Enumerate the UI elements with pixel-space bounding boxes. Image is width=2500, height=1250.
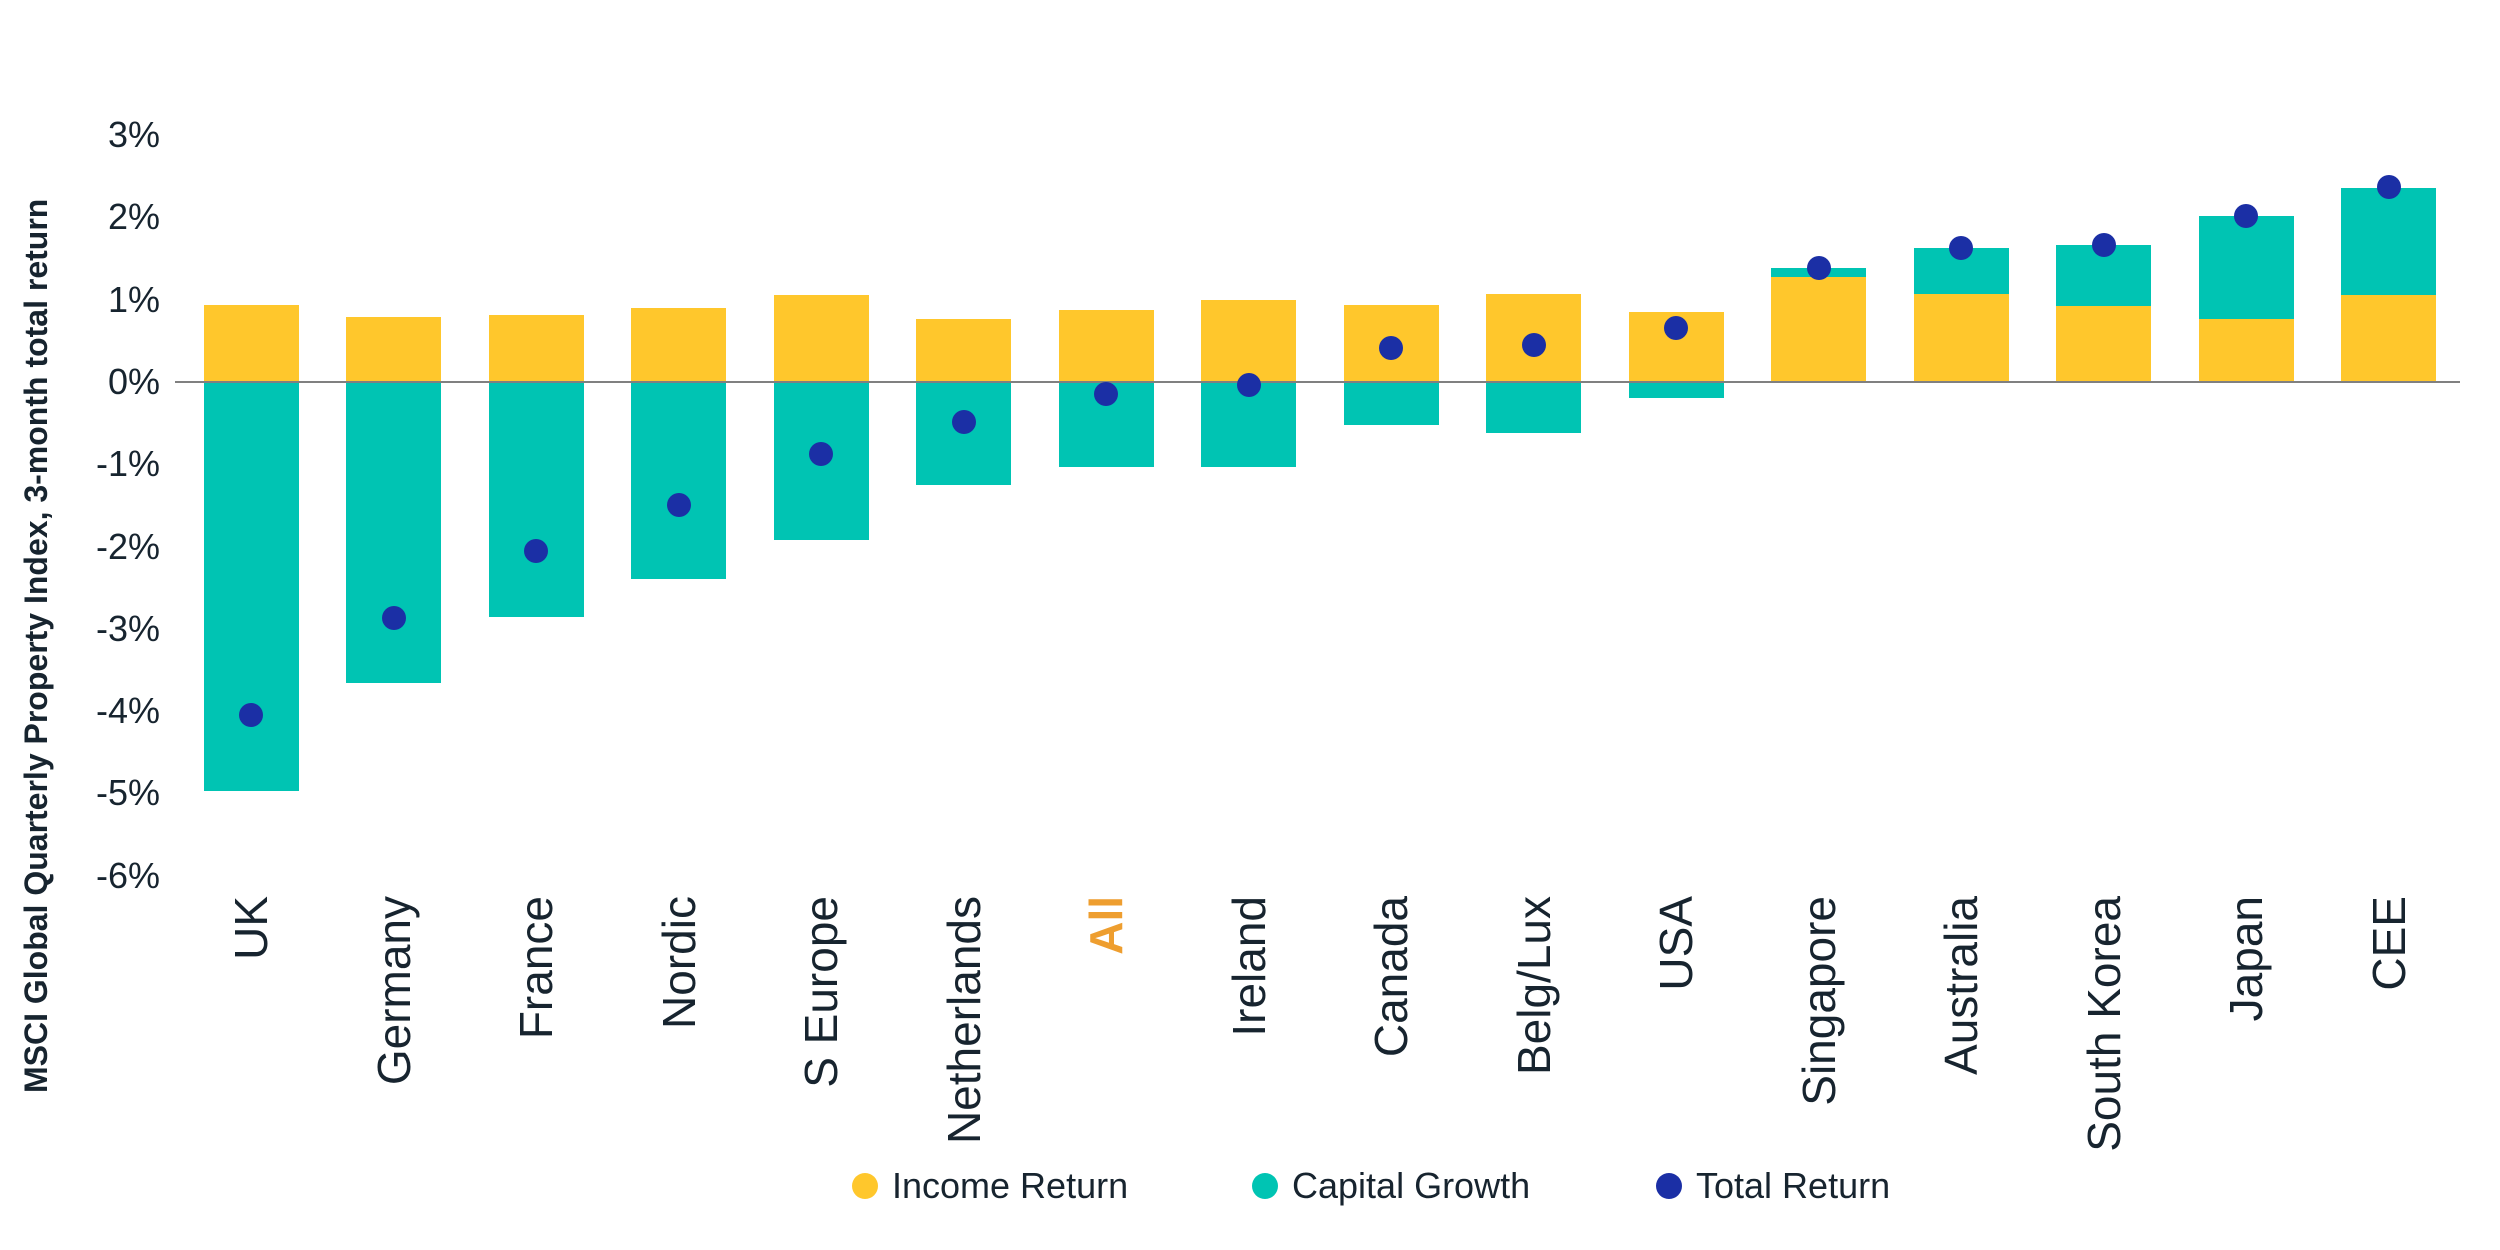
- y-tick-label: -1%: [95, 443, 160, 485]
- income-return-swatch-icon: [852, 1173, 878, 1199]
- bar-capital-growth: [203, 381, 299, 791]
- bar-capital-growth: [2198, 216, 2294, 319]
- total-return-dot: [1379, 336, 1404, 361]
- y-tick-label: 3%: [107, 114, 160, 155]
- total-return-dot: [1949, 235, 1974, 260]
- y-tick-label: 2%: [107, 196, 160, 238]
- bar-capital-growth: [488, 381, 584, 618]
- bar-capital-growth: [1343, 381, 1439, 425]
- legend-label: Total Return: [1696, 1165, 1891, 1206]
- total-return-dot: [524, 539, 549, 564]
- category-label-south-korea: South Korea: [2077, 896, 2130, 1152]
- total-return-dot: [666, 493, 691, 518]
- zero-axis-line: [175, 380, 2460, 383]
- bar-income-return: [2056, 306, 2152, 382]
- total-return-dot: [381, 606, 406, 631]
- total-return-dot: [1664, 315, 1689, 340]
- y-tick-label: -6%: [95, 854, 160, 896]
- total-return-dot: [1521, 332, 1546, 357]
- total-return-swatch-icon: [1656, 1173, 1682, 1199]
- y-tick-label: 1%: [107, 278, 160, 320]
- bar-capital-growth: [346, 381, 442, 684]
- bar-income-return: [2341, 294, 2437, 382]
- total-return-dot: [951, 410, 976, 435]
- category-label-s-europe: S Europe: [795, 896, 848, 1088]
- category-label-uk: UK: [225, 896, 278, 960]
- legend-item-capital-growth: Capital Growth: [1252, 1164, 1530, 1208]
- legend-item-total-return: Total Return: [1656, 1164, 1890, 1208]
- y-tick-label: -4%: [95, 690, 160, 732]
- bar-income-return: [773, 295, 869, 382]
- bar-income-return: [1201, 299, 1297, 382]
- y-tick-label: -5%: [95, 772, 160, 814]
- bar-income-return: [1771, 277, 1867, 382]
- category-label-singapore: Singapore: [1792, 896, 1845, 1106]
- category-label-australia: Australia: [1935, 896, 1988, 1075]
- bar-income-return: [631, 307, 727, 382]
- category-label-canada: Canada: [1365, 896, 1418, 1058]
- bar-income-return: [488, 315, 584, 382]
- bar-capital-growth: [1628, 381, 1724, 399]
- y-tick-label: -2%: [95, 525, 160, 567]
- category-label-nordic: Nordic: [652, 896, 705, 1029]
- y-tick-label: -3%: [95, 607, 160, 649]
- category-label-ireland: Ireland: [1222, 896, 1275, 1037]
- total-return-dot: [239, 703, 264, 728]
- bar-income-return: [1058, 310, 1154, 382]
- total-return-dot: [2376, 174, 2401, 199]
- category-label-belg-lux: Belg/Lux: [1507, 896, 1560, 1076]
- legend-label: Capital Growth: [1292, 1165, 1531, 1206]
- category-label-france: France: [510, 896, 563, 1040]
- bar-capital-growth: [1486, 381, 1582, 433]
- total-return-dot: [2234, 203, 2259, 228]
- category-label-japan: Japan: [2220, 896, 2273, 1022]
- bar-income-return: [203, 305, 299, 382]
- total-return-dot: [1806, 256, 1831, 281]
- total-return-dot: [2091, 233, 2116, 258]
- category-label-cee: CEE: [2362, 896, 2415, 991]
- category-label-usa: USA: [1650, 896, 1703, 991]
- bar-income-return: [916, 318, 1012, 382]
- capital-growth-swatch-icon: [1252, 1173, 1278, 1199]
- total-return-dot: [1236, 373, 1261, 398]
- y-tick-label: 0%: [107, 360, 160, 402]
- total-return-dot: [1094, 382, 1119, 407]
- category-label-all: All: [1080, 896, 1133, 955]
- bar-income-return: [346, 316, 442, 382]
- total-return-dot: [809, 441, 834, 466]
- category-label-germany: Germany: [367, 896, 420, 1086]
- y-axis-title: MSCI Global Quarterly Property Index, 3-…: [18, 198, 54, 1094]
- category-label-netherlands: Netherlands: [937, 896, 990, 1145]
- bar-income-return: [2198, 318, 2294, 382]
- legend-item-income-return: Income Return: [852, 1164, 1128, 1208]
- bar-income-return: [1913, 293, 2009, 382]
- legend-label: Income Return: [892, 1165, 1129, 1206]
- bar-capital-growth: [2341, 187, 2437, 295]
- bar-capital-growth: [631, 381, 727, 580]
